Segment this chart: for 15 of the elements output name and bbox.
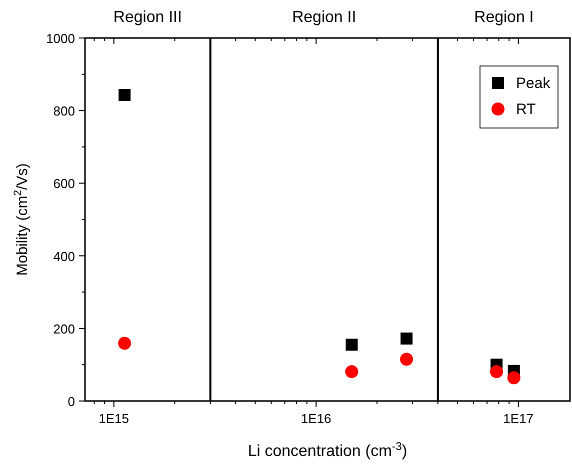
text: Region I <box>474 9 534 26</box>
x-tick-label: 1E17 <box>503 411 534 426</box>
y-tick-label: 600 <box>53 176 75 192</box>
x-tick-label: 1E15 <box>98 411 130 426</box>
x-axis-title: Li concentration (cm$^{-3}$) <box>248 441 408 460</box>
legend-label: Peak <box>516 75 551 92</box>
y-tick-label: 800 <box>53 104 75 119</box>
text: Region II <box>292 9 356 26</box>
text: Region III <box>113 9 182 26</box>
y-tick-label: 400 <box>53 248 75 264</box>
x-tick-label: 1E16 <box>300 411 332 426</box>
y-tick-label: 1000 <box>46 31 75 46</box>
y-tick-label: 0 <box>68 394 75 409</box>
legend-label: RT <box>516 101 536 118</box>
y-tick-label: 200 <box>53 321 75 336</box>
